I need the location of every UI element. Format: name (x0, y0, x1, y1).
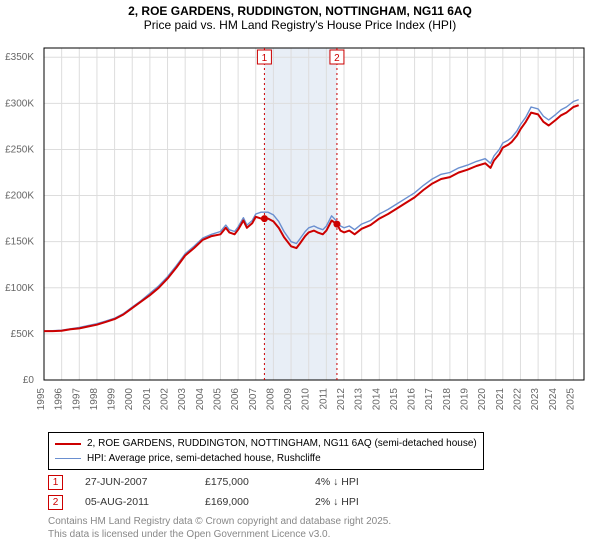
price-chart: £0£50K£100K£150K£200K£250K£300K£350K1995… (38, 42, 590, 422)
marker-number: 1 (262, 53, 268, 64)
y-tick-label: £200K (5, 191, 34, 202)
x-tick-label: 2025 (565, 388, 576, 411)
x-tick-label: 2008 (265, 388, 276, 411)
y-tick-label: £0 (23, 375, 35, 386)
y-tick-label: £350K (5, 52, 34, 63)
x-tick-label: 2005 (212, 388, 223, 411)
x-tick-label: 2009 (283, 388, 294, 411)
x-tick-label: 2013 (354, 388, 365, 411)
annotation-price: £169,000 (205, 496, 315, 508)
x-tick-label: 2018 (442, 388, 453, 411)
y-tick-label: £100K (5, 283, 34, 294)
x-tick-label: 2012 (336, 388, 347, 411)
annotation-number-box: 2 (48, 495, 63, 510)
annotation-number-box: 1 (48, 475, 63, 490)
x-tick-label: 1996 (54, 388, 65, 411)
x-tick-label: 2024 (548, 388, 559, 411)
x-tick-label: 2000 (124, 388, 135, 411)
footnote-line2: This data is licensed under the Open Gov… (48, 529, 391, 542)
title-line2: Price paid vs. HM Land Registry's House … (0, 18, 600, 32)
x-tick-label: 2002 (160, 388, 171, 411)
sale-point (261, 215, 268, 222)
annotation-date: 27-JUN-2007 (85, 476, 205, 488)
y-tick-label: £50K (11, 329, 35, 340)
sale-annotations: 1 27-JUN-2007£175,0004% ↓ HPI 2 05-AUG-2011… (48, 472, 425, 512)
annotation-row: 1 27-JUN-2007£175,0004% ↓ HPI (48, 472, 425, 492)
x-tick-label: 2015 (389, 388, 400, 411)
x-tick-label: 2003 (177, 388, 188, 411)
annotation-delta: 2% ↓ HPI (315, 496, 425, 508)
x-tick-label: 2007 (248, 388, 259, 411)
x-tick-label: 2021 (495, 388, 506, 411)
x-tick-label: 2010 (301, 388, 312, 411)
x-tick-label: 2011 (318, 388, 329, 410)
legend: 2, ROE GARDENS, RUDDINGTON, NOTTINGHAM, … (48, 432, 484, 470)
legend-item: 2, ROE GARDENS, RUDDINGTON, NOTTINGHAM, … (55, 436, 477, 451)
x-tick-label: 2014 (371, 388, 382, 411)
x-tick-label: 2020 (477, 388, 488, 411)
legend-swatch (55, 443, 81, 445)
annotation-delta: 4% ↓ HPI (315, 476, 425, 488)
sale-point (333, 221, 340, 228)
footnote: Contains HM Land Registry data © Crown c… (48, 516, 391, 541)
x-tick-label: 2006 (230, 388, 241, 411)
y-tick-label: £250K (5, 144, 34, 155)
x-tick-label: 2017 (424, 388, 435, 411)
annotation-price: £175,000 (205, 476, 315, 488)
title-block: 2, ROE GARDENS, RUDDINGTON, NOTTINGHAM, … (0, 0, 600, 32)
title-line1: 2, ROE GARDENS, RUDDINGTON, NOTTINGHAM, … (0, 4, 600, 18)
annotation-date: 05-AUG-2011 (85, 496, 205, 508)
x-tick-label: 2023 (530, 388, 541, 411)
x-tick-label: 1998 (89, 388, 100, 411)
x-tick-label: 2019 (460, 388, 471, 411)
y-tick-label: £150K (5, 237, 34, 248)
legend-item: HPI: Average price, semi-detached house,… (55, 451, 477, 466)
x-tick-label: 2001 (142, 388, 153, 411)
marker-number: 2 (334, 53, 340, 64)
legend-swatch (55, 458, 81, 459)
x-tick-label: 2022 (512, 388, 523, 411)
x-tick-label: 2016 (407, 388, 418, 411)
x-tick-label: 1997 (71, 388, 82, 411)
x-tick-label: 1995 (36, 388, 47, 411)
annotation-row: 2 05-AUG-2011£169,0002% ↓ HPI (48, 492, 425, 512)
footnote-line1: Contains HM Land Registry data © Crown c… (48, 516, 391, 529)
legend-label: 2, ROE GARDENS, RUDDINGTON, NOTTINGHAM, … (87, 438, 477, 449)
legend-label: HPI: Average price, semi-detached house,… (87, 453, 321, 464)
chart-container: 2, ROE GARDENS, RUDDINGTON, NOTTINGHAM, … (0, 0, 600, 560)
x-tick-label: 2004 (195, 388, 206, 411)
y-tick-label: £300K (5, 98, 34, 109)
x-tick-label: 1999 (107, 388, 118, 411)
